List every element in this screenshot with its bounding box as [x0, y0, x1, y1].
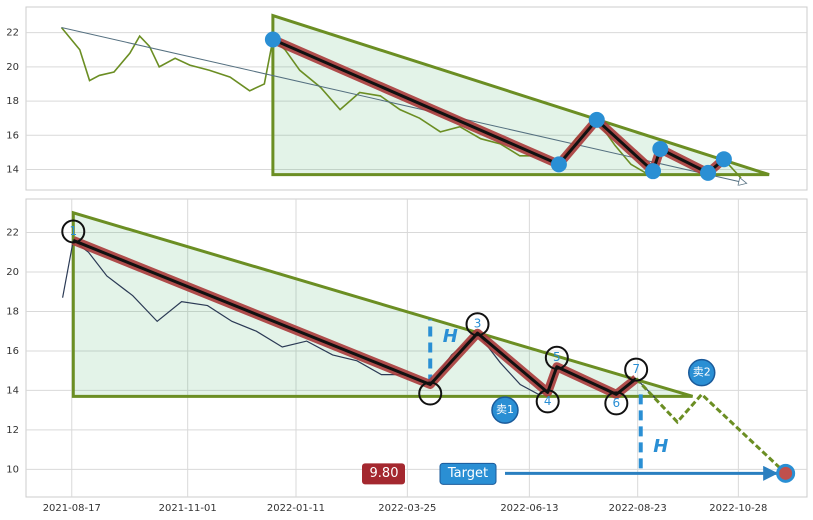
- wave-point: [652, 140, 669, 157]
- sell-point: [491, 396, 519, 424]
- wave-point: [264, 31, 281, 48]
- wave-point: [535, 389, 560, 414]
- plot-area: [25, 198, 808, 498]
- x-tick-label: 2022-10-28: [709, 503, 767, 514]
- x-tick-label: 2022-08-23: [609, 503, 667, 514]
- wave-label: 3: [474, 317, 482, 331]
- wave-point: [700, 164, 716, 181]
- wave-label: 7: [632, 362, 640, 376]
- wave-label: 5: [553, 350, 561, 364]
- wave-label: 6: [613, 396, 621, 410]
- measure-label: H: [653, 436, 668, 457]
- triangle-pattern: [271, 13, 770, 177]
- y-tick-label: 16: [6, 130, 19, 141]
- wave-point: [588, 111, 605, 128]
- y-tick-label: 14: [6, 164, 19, 175]
- wave-point: [418, 381, 443, 406]
- y-tick-label: 18: [6, 96, 19, 107]
- wave-point: [61, 219, 86, 244]
- y-tick-label: 20: [6, 267, 19, 278]
- wave-point: [645, 163, 661, 180]
- y-tick-label: 16: [6, 346, 19, 357]
- wave-point: [604, 391, 629, 416]
- x-tick-label: 2022-06-13: [500, 503, 558, 514]
- x-tick-label: 2021-11-01: [159, 503, 217, 514]
- wave-point: [715, 151, 732, 168]
- wave-label: 1: [69, 224, 77, 238]
- wave-point: [550, 156, 567, 173]
- wave-point: [544, 345, 569, 370]
- x-tick-label: 2021-08-17: [43, 503, 101, 514]
- triangle-pattern: [71, 210, 694, 398]
- sell-point: [687, 358, 716, 387]
- x-tick-label: 2022-01-11: [267, 503, 325, 514]
- wave-line: [72, 239, 638, 396]
- measure-label: H: [443, 326, 458, 347]
- target-value-box: [362, 463, 405, 485]
- y-tick-label: 22: [6, 228, 19, 239]
- x-tick-label: 2022-03-25: [378, 503, 436, 514]
- y-tick-label: 22: [6, 28, 19, 39]
- wave-label: 4: [544, 394, 552, 408]
- target-box: [439, 462, 497, 485]
- y-tick-label: 20: [6, 62, 19, 73]
- y-tick-label: 14: [6, 385, 19, 396]
- target-label: Target: [447, 466, 488, 481]
- projection-line: [635, 377, 787, 475]
- y-tick-label: 12: [6, 425, 19, 436]
- y-tick-label: 18: [6, 306, 19, 317]
- sell-label: 卖1: [496, 403, 514, 416]
- target-point: [776, 463, 796, 483]
- wave-point: [465, 312, 490, 337]
- target-value-label: 9.80: [370, 466, 399, 481]
- wave-point: [624, 357, 649, 382]
- sell-label: 卖2: [693, 366, 711, 379]
- y-tick-label: 10: [6, 464, 19, 475]
